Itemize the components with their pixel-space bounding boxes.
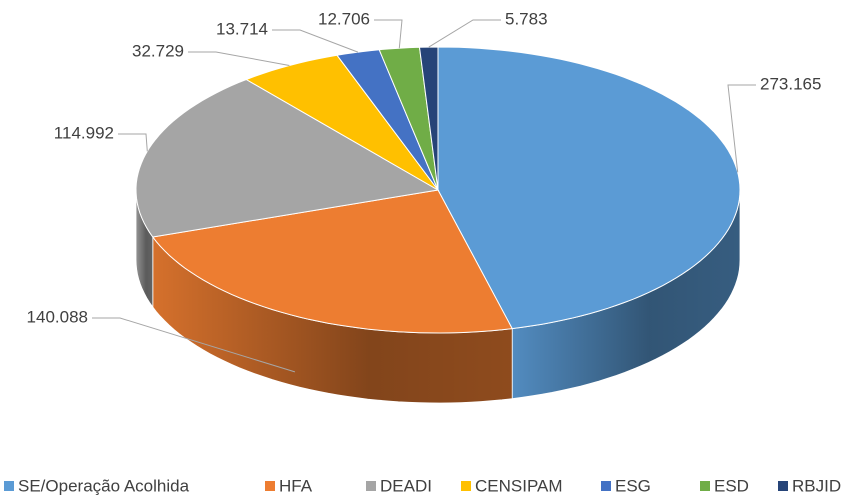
legend-swatch — [700, 481, 710, 491]
pie-tops — [135, 46, 741, 334]
data-label: 273.165 — [760, 74, 821, 93]
legend-swatch — [601, 481, 611, 491]
legend-swatch — [778, 481, 788, 491]
data-labels: 273.165 140.088 114.992 32.729 13.714 12.706 5… — [27, 9, 821, 373]
legend-label: RBJID — [792, 476, 841, 495]
data-label: 12.706 — [318, 9, 370, 28]
legend-label: DEADI — [380, 476, 432, 495]
data-label: 114.992 — [54, 123, 114, 142]
legend-swatch — [4, 481, 14, 491]
legend: SE/Operação Acolhida HFA DEADI CENSIPAM ESG E… — [4, 476, 841, 495]
legend-label: ESD — [714, 476, 749, 495]
data-label: 13.714 — [216, 19, 268, 38]
legend-label: SE/Operação Acolhida — [18, 476, 190, 495]
leader-line — [118, 133, 148, 152]
legend-label: CENSIPAM — [475, 476, 563, 495]
legend-swatch — [366, 481, 376, 491]
leader-line — [727, 84, 756, 173]
data-label: 140.088 — [27, 307, 88, 326]
legend-swatch — [461, 481, 471, 491]
leader-line — [374, 19, 403, 49]
leader-line — [92, 317, 296, 373]
pie-slice — [151, 189, 513, 334]
leader-line — [428, 19, 501, 48]
leader-line — [188, 51, 290, 66]
legend-label: HFA — [279, 476, 313, 495]
legend-swatch — [265, 481, 275, 491]
pie-slice — [336, 49, 439, 191]
legend-label: ESG — [615, 476, 651, 495]
data-label: 32.729 — [132, 41, 184, 60]
pie-sides — [135, 189, 741, 404]
leader-line — [272, 29, 359, 53]
data-label: 5.783 — [505, 9, 548, 28]
